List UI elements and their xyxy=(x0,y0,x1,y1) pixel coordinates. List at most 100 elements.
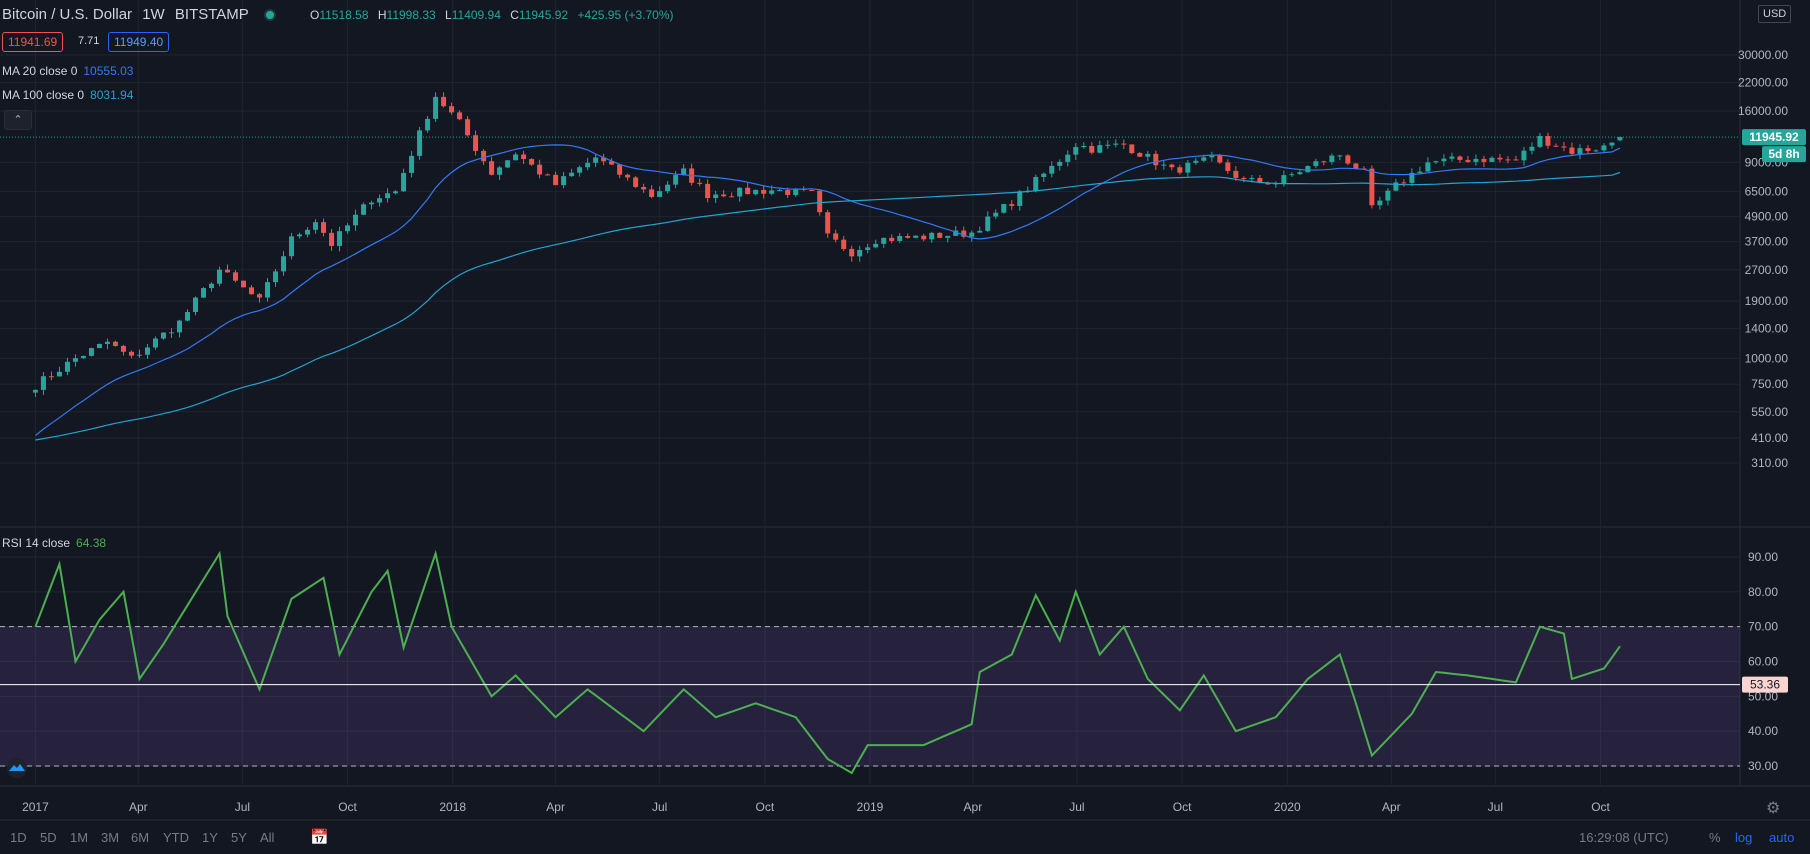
currency-button[interactable]: USD xyxy=(1758,5,1792,23)
candle-body xyxy=(1465,159,1471,162)
candle-body xyxy=(849,248,855,257)
candle-body xyxy=(809,189,815,191)
candle-body xyxy=(1081,145,1087,148)
candle-body xyxy=(1393,182,1399,191)
candle-body xyxy=(233,272,239,281)
candle-body xyxy=(353,214,359,226)
range-5y-button[interactable]: 5Y xyxy=(231,830,247,845)
range-all-button[interactable]: All xyxy=(260,830,275,845)
candle-body xyxy=(64,361,70,372)
candle-body xyxy=(713,194,719,199)
candle-body xyxy=(208,283,214,289)
candle-body xyxy=(1521,150,1527,161)
candle-body xyxy=(200,288,206,298)
tradingview-logo-icon[interactable] xyxy=(4,758,30,778)
rsi-legend[interactable]: RSI 14 close 64.38 xyxy=(2,536,106,550)
settings-gear-icon[interactable]: ⚙ xyxy=(1766,800,1781,817)
candle-body xyxy=(921,235,927,240)
candle-body xyxy=(857,249,863,257)
price-tick-label: 3700.00 xyxy=(1745,235,1789,249)
candle-body xyxy=(913,235,919,238)
candle-body xyxy=(1353,163,1359,169)
candle-body xyxy=(128,351,134,356)
price-tick-label: 6500.00 xyxy=(1745,184,1789,198)
candle-body xyxy=(1593,150,1599,152)
interval-label[interactable]: 1W xyxy=(142,6,165,23)
candle-body xyxy=(361,204,367,215)
symbol-title[interactable]: Bitcoin / U.S. Dollar 1W BITSTAMP xyxy=(2,6,249,23)
candle-body xyxy=(841,239,847,249)
range-3m-button[interactable]: 3M xyxy=(101,830,120,845)
buy-price-button[interactable]: 11949.40 xyxy=(108,32,170,52)
range-1d-button[interactable]: 1D xyxy=(10,830,27,845)
countdown-label: 5d 8h xyxy=(1768,147,1799,161)
candle-body xyxy=(1329,155,1335,162)
ma100-legend[interactable]: MA 100 close 0 8031.94 xyxy=(2,88,133,102)
candle-body xyxy=(1513,159,1519,161)
candle-body xyxy=(1169,164,1175,168)
candle-body xyxy=(1313,161,1319,167)
range-1y-button[interactable]: 1Y xyxy=(202,830,218,845)
candle-body xyxy=(697,182,703,184)
candle-body xyxy=(881,237,887,244)
range-5d-button[interactable]: 5D xyxy=(40,830,57,845)
time-axis-label: Apr xyxy=(1382,800,1401,814)
candle-body xyxy=(1281,175,1287,184)
candle-body xyxy=(88,348,94,356)
countdown-box xyxy=(1762,146,1806,163)
candle-body xyxy=(1193,160,1199,163)
clock-label[interactable]: 16:29:08 (UTC) xyxy=(1579,830,1669,845)
candle-body xyxy=(217,269,223,284)
candle-body xyxy=(1505,159,1511,161)
spread-value: 7.71 xyxy=(78,35,100,47)
candle-body xyxy=(345,225,351,232)
candle-body xyxy=(1249,177,1255,180)
candle-body xyxy=(601,157,607,162)
candle-body xyxy=(1129,144,1135,154)
candle-body xyxy=(737,187,743,197)
rsi-tick-label: 50.00 xyxy=(1748,689,1778,703)
open-value: 11518.58 xyxy=(319,8,369,22)
candle-body xyxy=(577,167,583,173)
candle-body xyxy=(961,230,967,237)
range-6m-button[interactable]: 6M xyxy=(131,830,150,845)
candle-body xyxy=(817,190,823,213)
candle-body xyxy=(729,196,735,198)
candle-body xyxy=(1113,143,1119,145)
candle-body xyxy=(529,159,535,165)
candle-body xyxy=(441,96,447,107)
candle-body xyxy=(1041,173,1047,178)
candle-body xyxy=(225,269,231,273)
candle-body xyxy=(785,190,791,195)
candle-body xyxy=(1305,166,1311,173)
candle-body xyxy=(1377,200,1383,206)
rsi-tick-label: 90.00 xyxy=(1748,550,1778,564)
calendar-goto-icon[interactable]: 📅 xyxy=(310,829,329,846)
candle-body xyxy=(505,160,511,168)
candle-body xyxy=(1137,153,1143,157)
symbol-name[interactable]: Bitcoin / U.S. Dollar xyxy=(2,6,133,23)
time-axis-label: Jul xyxy=(1488,800,1503,814)
sell-price-button[interactable]: 11941.69 xyxy=(2,32,64,52)
auto-scale-toggle[interactable]: auto xyxy=(1769,830,1795,845)
candle-body xyxy=(1017,191,1023,206)
ma20-legend[interactable]: MA 20 close 0 10555.03 xyxy=(2,64,133,78)
candle-body xyxy=(793,188,799,195)
candle-body xyxy=(40,376,46,390)
percent-scale-toggle[interactable]: % xyxy=(1709,830,1721,845)
candle-body xyxy=(937,232,943,238)
candle-body xyxy=(585,162,591,168)
candle-body xyxy=(393,191,399,194)
collapse-legend-button[interactable]: ⌃ xyxy=(4,110,32,130)
candlesticks xyxy=(32,92,1623,397)
price-tick-label: 1900.00 xyxy=(1745,294,1789,308)
candle-body xyxy=(249,287,255,295)
candle-body xyxy=(1337,155,1343,157)
change-value: +425.95 (+3.70%) xyxy=(577,8,674,22)
range-1m-button[interactable]: 1M xyxy=(70,830,89,845)
candle-body xyxy=(641,186,647,190)
rsi-line xyxy=(34,549,1621,775)
range-ytd-button[interactable]: YTD xyxy=(163,830,189,845)
log-scale-toggle[interactable]: log xyxy=(1735,830,1753,845)
